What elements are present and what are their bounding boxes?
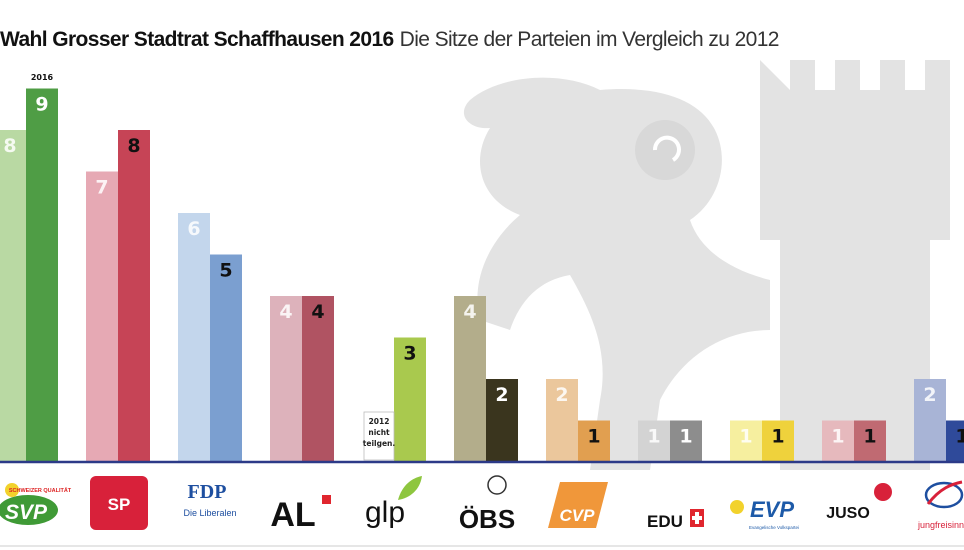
evp-fish-icon bbox=[730, 500, 744, 514]
bar-bs-2016 bbox=[486, 379, 518, 462]
svp-logo-small: SCHWEIZER QUALITÄT bbox=[9, 487, 72, 494]
data-label-sp-2016: 8 bbox=[127, 135, 140, 157]
data-label-edu-2016: 1 bbox=[679, 426, 692, 448]
bar-glp-2016 bbox=[394, 337, 426, 462]
evp-logo-text: EVP bbox=[750, 497, 794, 522]
data-label-svp-2016: 9 bbox=[35, 94, 48, 116]
jf-swoosh-icon bbox=[924, 481, 964, 509]
fdp-logo-small: Die Liberalen bbox=[183, 508, 236, 518]
cvp-logo-shape bbox=[548, 482, 608, 528]
obs-flower-icon bbox=[487, 475, 507, 495]
bar-sp-2012 bbox=[86, 171, 118, 462]
sp-logo-text: SP bbox=[108, 495, 131, 514]
data-label-juso-2016: 1 bbox=[863, 426, 876, 448]
data-label-sp-2012: 7 bbox=[95, 177, 108, 199]
annotation-box bbox=[363, 411, 395, 461]
data-label-al-2016: 4 bbox=[311, 301, 324, 323]
bar-bs-2012 bbox=[454, 296, 486, 462]
annotation-text-line: nicht bbox=[368, 428, 390, 437]
bar-juso-2012 bbox=[822, 420, 854, 462]
jf-logo-text: jungfreisinnige bbox=[917, 520, 964, 530]
bar-juso-2016 bbox=[854, 420, 886, 462]
bar-jungfreisinnige-2016 bbox=[946, 420, 964, 462]
annotation-text-line: 2012 bbox=[369, 417, 390, 426]
bar-edu-2016 bbox=[670, 420, 702, 462]
data-label-edu-2012: 1 bbox=[647, 426, 660, 448]
cvp-logo-text: CVP bbox=[560, 506, 596, 525]
data-label-evp-2016: 1 bbox=[771, 426, 784, 448]
title-main: Wahl Grosser Stadtrat Schaffhausen 2016 bbox=[0, 28, 394, 51]
edu-logo-text: EDU bbox=[647, 512, 683, 531]
legend-label-2016: 2016 bbox=[31, 73, 54, 82]
data-label-evp-2012: 1 bbox=[739, 426, 752, 448]
data-label-jungfreisinnige-2016: 1 bbox=[955, 426, 964, 448]
glp-leaf-icon bbox=[398, 476, 422, 500]
annotation-text-line: teilgen. bbox=[363, 439, 396, 448]
data-label-al-2012: 4 bbox=[279, 301, 292, 323]
bar-svp-2016 bbox=[26, 88, 58, 462]
data-label-glp-2016: 3 bbox=[403, 343, 416, 365]
al-logo-text: AL bbox=[270, 496, 315, 534]
juso-rose-icon bbox=[874, 483, 892, 501]
svp-logo-text: SVP bbox=[5, 501, 48, 524]
al-red-square bbox=[322, 495, 331, 504]
data-label-cvp-2016: 1 bbox=[587, 426, 600, 448]
bar-edu-2012 bbox=[638, 420, 670, 462]
bar-svp-2012 bbox=[0, 130, 26, 462]
svp-sun-icon bbox=[5, 483, 19, 497]
juso-logo-text: JUSO bbox=[826, 505, 870, 522]
bar-jungfreisinnige-2012 bbox=[914, 379, 946, 462]
svp-logo-shape bbox=[0, 495, 58, 525]
bar-cvp-2012 bbox=[546, 379, 578, 462]
sp-logo-shape bbox=[90, 476, 148, 530]
bar-evp-2012 bbox=[730, 420, 762, 462]
data-label-fdp-2016: 5 bbox=[219, 260, 232, 282]
data-label-cvp-2012: 2 bbox=[555, 384, 568, 406]
fdp-logo-text: FDP bbox=[188, 481, 227, 503]
coat-of-arms-watermark bbox=[463, 60, 950, 470]
bar-evp-2016 bbox=[762, 420, 794, 462]
data-label-juso-2012: 1 bbox=[831, 426, 844, 448]
data-label-bs-2012: 4 bbox=[463, 301, 476, 323]
chart-title: Wahl Grosser Stadtrat Schaffhausen 2016 D… bbox=[0, 28, 780, 52]
bar-fdp-2012 bbox=[178, 213, 210, 462]
data-label-bs-2016: 2 bbox=[495, 384, 508, 406]
bar-sp-2016 bbox=[118, 130, 150, 462]
bar-al-2016 bbox=[302, 296, 334, 462]
jf-swoosh-red bbox=[926, 480, 963, 505]
title-subtitle: Die Sitze der Parteien im Vergleich zu 2… bbox=[399, 28, 780, 51]
data-label-jungfreisinnige-2012: 2 bbox=[923, 384, 936, 406]
edu-cross-h bbox=[692, 516, 702, 520]
bar-cvp-2016 bbox=[578, 420, 610, 462]
bar-fdp-2016 bbox=[210, 254, 242, 462]
evp-logo-small: Evangelische Volkspartei bbox=[749, 525, 799, 530]
glp-logo-text: glp bbox=[365, 496, 405, 529]
legend-label-2012: 2012 bbox=[4, 118, 24, 127]
data-label-svp-2012: 8 bbox=[3, 135, 16, 157]
obs-logo-text: ÖBS bbox=[459, 504, 515, 534]
bar-al-2012 bbox=[270, 296, 302, 462]
data-label-fdp-2012: 6 bbox=[187, 218, 200, 240]
